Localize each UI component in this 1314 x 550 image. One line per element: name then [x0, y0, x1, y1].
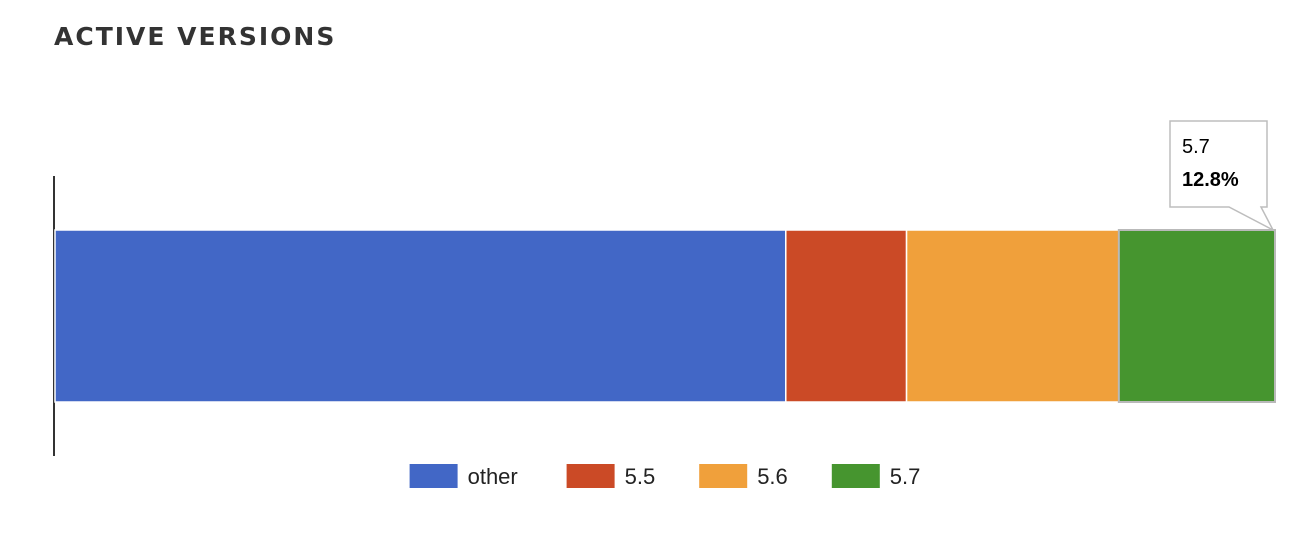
legend-swatch-5-5 [566, 464, 615, 488]
chart-title: ACTIVE VERSIONS [54, 22, 337, 51]
tooltip: 5.7 12.8% [1169, 120, 1275, 232]
legend-item-5-6[interactable]: 5.6 [699, 464, 788, 489]
tooltip-value: 12.8% [1182, 169, 1239, 191]
legend-label-5-6: 5.6 [757, 464, 788, 489]
bar-segment-5-7[interactable] [1117, 229, 1276, 403]
tooltip-series-label: 5.7 [1182, 136, 1210, 158]
tooltip-box [1169, 120, 1275, 232]
legend-swatch-other [409, 464, 458, 488]
legend-label-5-7: 5.7 [890, 464, 921, 489]
legend-swatch-5-6 [699, 464, 748, 488]
legend-label-other: other [468, 464, 518, 489]
legend-label-5-5: 5.5 [625, 464, 656, 489]
legend-item-other[interactable]: other [409, 464, 518, 489]
legend: other 5.5 5.6 5.7 [409, 464, 921, 489]
legend-item-5-5[interactable]: 5.5 [566, 464, 656, 489]
bar-segment-5-5[interactable] [785, 229, 908, 403]
bar-segment-5-6[interactable] [905, 229, 1120, 403]
legend-item-5-7[interactable]: 5.7 [831, 464, 921, 489]
legend-swatch-5-7 [831, 464, 880, 488]
bar-segment-other[interactable] [54, 229, 787, 403]
bar-segments [54, 229, 1276, 403]
